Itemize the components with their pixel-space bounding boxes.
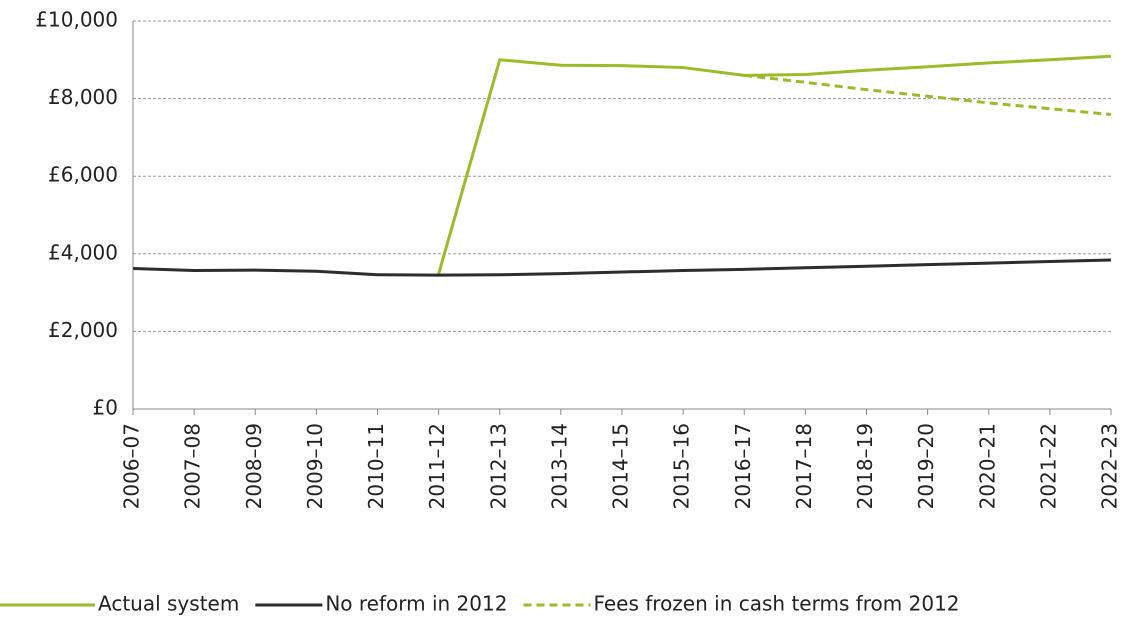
x-tick-label: 2007–08 xyxy=(181,423,205,509)
y-tick-label: £4,000 xyxy=(48,240,118,264)
legend-label: Actual system xyxy=(98,592,239,616)
x-tick-label: 2011–12 xyxy=(425,423,449,509)
x-tick-label: 2017–18 xyxy=(792,423,816,509)
y-tick-label: £8,000 xyxy=(48,85,118,109)
x-tick-label: 2009–10 xyxy=(303,423,327,509)
y-tick-label: £10,000 xyxy=(35,8,118,32)
legend-label: No reform in 2012 xyxy=(325,592,507,616)
series-line xyxy=(132,258,1112,277)
x-tick-label: 2021–22 xyxy=(1036,423,1060,509)
y-tick-label: £0 xyxy=(93,396,118,420)
legend-label: Fees frozen in cash terms from 2012 xyxy=(593,592,959,616)
x-tick-label: 2010–11 xyxy=(364,423,388,509)
x-tick-label: 2022–23 xyxy=(1098,423,1122,509)
x-tick-label: 2014–15 xyxy=(609,423,633,509)
x-tick-label: 2012–13 xyxy=(486,423,510,509)
x-tick-label: 2008–09 xyxy=(242,423,266,509)
series-line xyxy=(744,73,1112,117)
y-tick-label: £6,000 xyxy=(48,163,118,187)
x-tick-label: 2015–16 xyxy=(670,423,694,509)
x-tick-label: 2019–20 xyxy=(914,423,938,509)
series-line xyxy=(437,54,1112,275)
x-tick-label: 2018–19 xyxy=(853,423,877,509)
x-tick-label: 2016–17 xyxy=(731,423,755,509)
x-tick-label: 2006–07 xyxy=(120,423,144,509)
y-tick-label: £2,000 xyxy=(48,318,118,342)
x-tick-label: 2020–21 xyxy=(975,423,999,509)
x-tick-label: 2013–14 xyxy=(547,423,571,509)
